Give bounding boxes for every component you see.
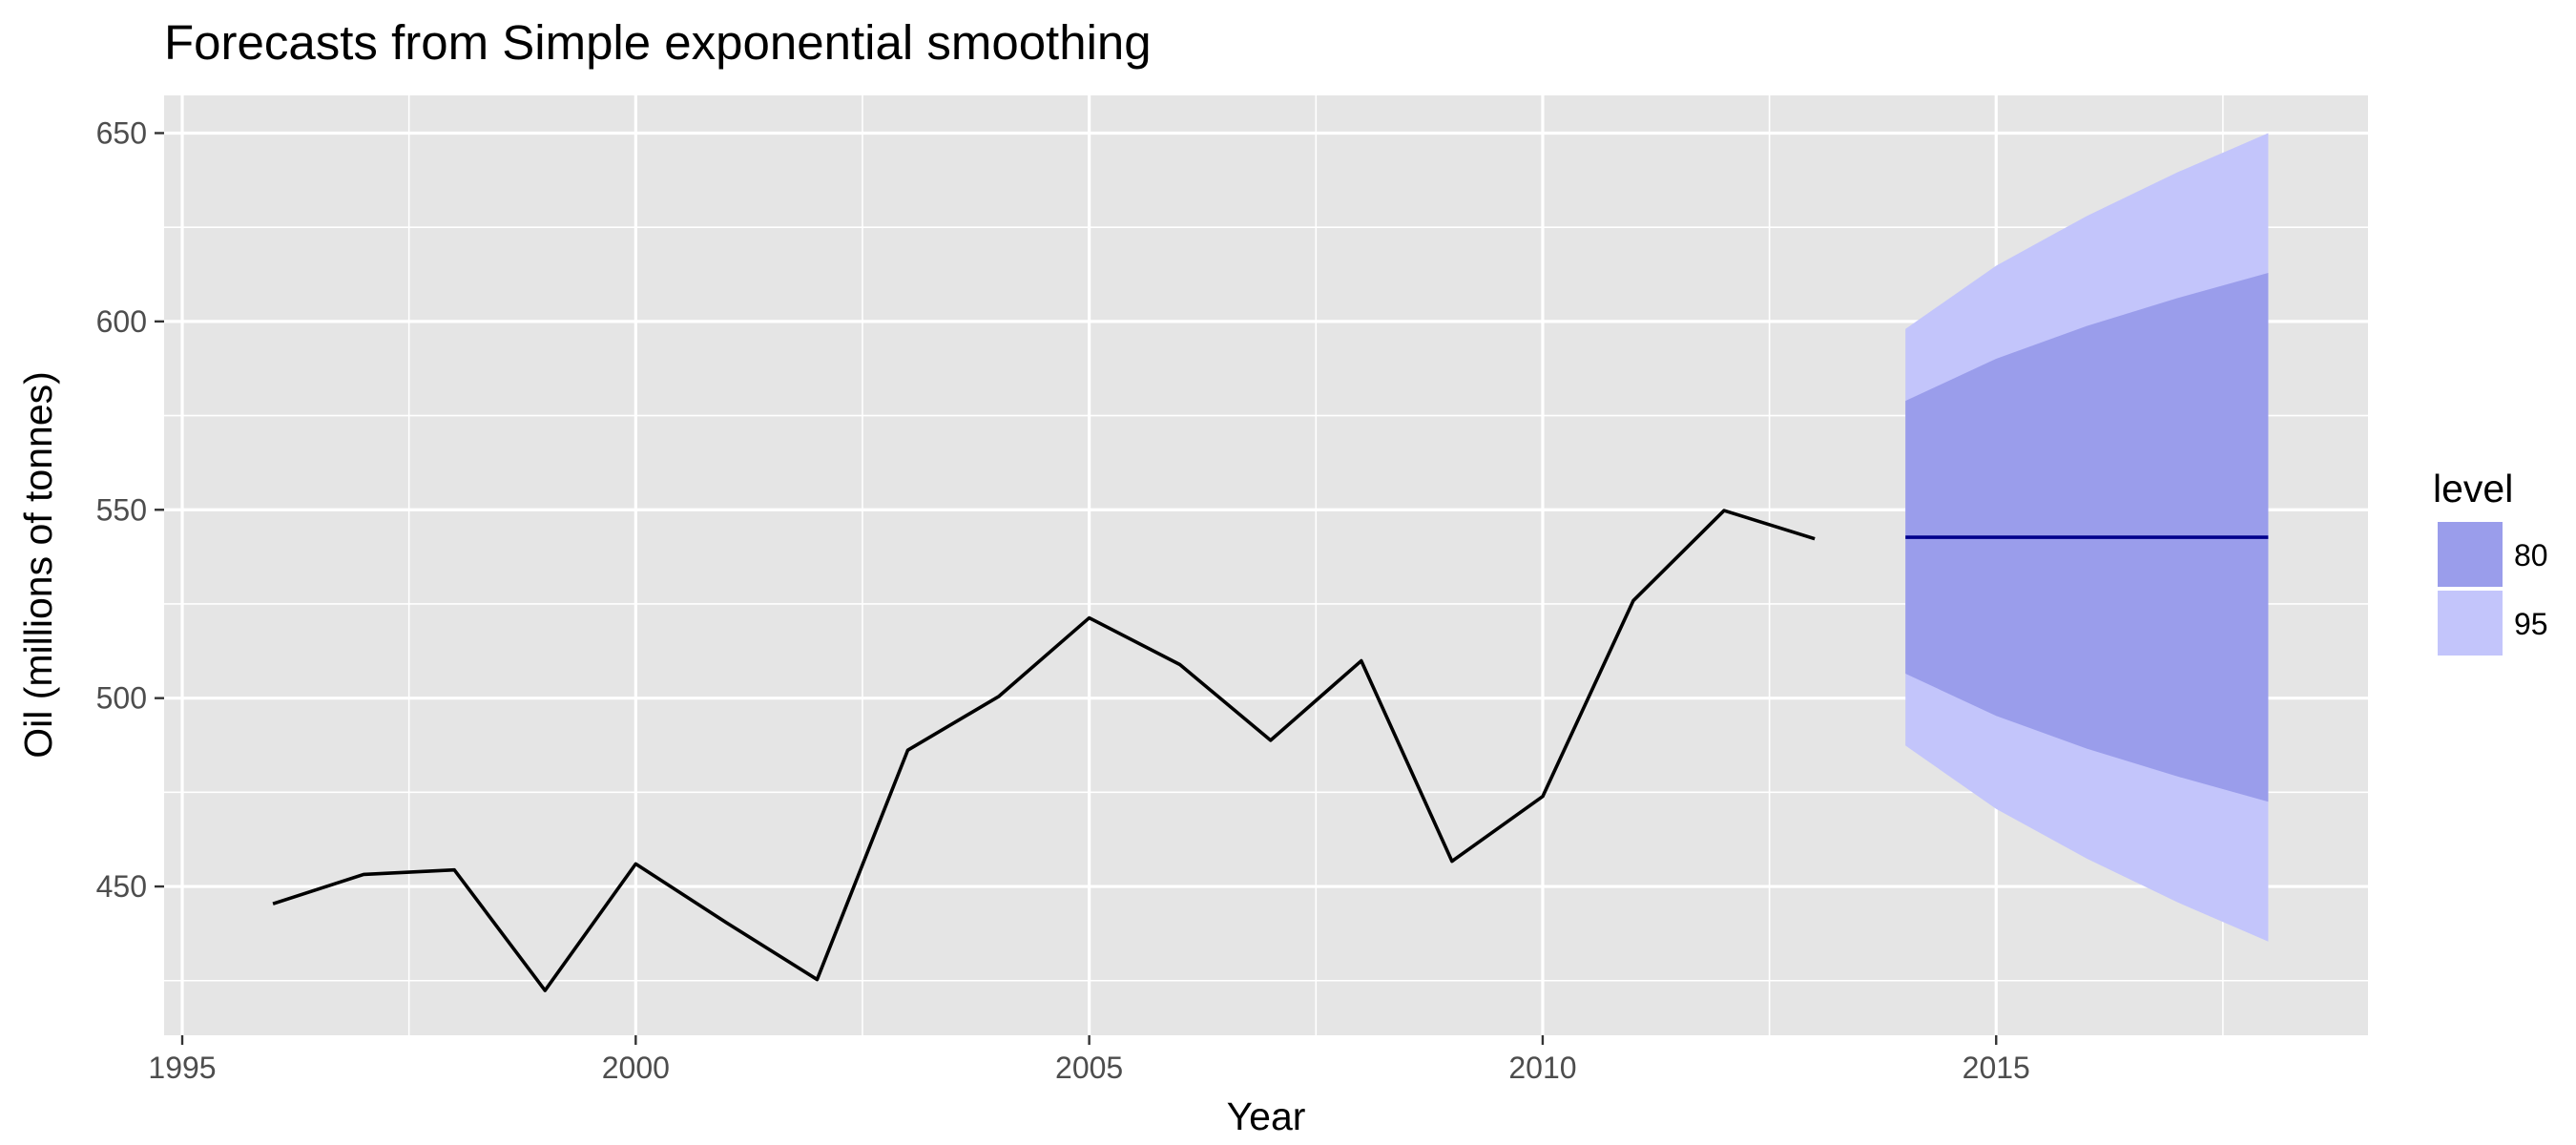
legend: level 80 95 <box>2433 467 2548 656</box>
y-tick-label-0: 450 <box>96 869 147 904</box>
legend-label-80: 80 <box>2514 538 2548 572</box>
x-tick-label-0: 1995 <box>148 1051 216 1085</box>
x-tick-label-2: 2005 <box>1055 1051 1123 1085</box>
legend-key-95 <box>2438 591 2503 656</box>
y-tick-label-4: 650 <box>96 115 147 150</box>
y-axis-title: Oil (millions of tonnes) <box>16 371 60 759</box>
x-tick-label-4: 2015 <box>1963 1051 2030 1085</box>
legend-title: level <box>2433 467 2513 510</box>
legend-key-80 <box>2438 522 2503 587</box>
y-tick-label-3: 600 <box>96 304 147 339</box>
series-line-0 <box>272 509 1816 992</box>
chart-title: Forecasts from Simple exponential smooth… <box>164 15 1152 70</box>
x-axis-title: Year <box>1227 1094 1306 1138</box>
y-tick-label-2: 550 <box>96 492 147 527</box>
x-tick-label-1: 2000 <box>602 1051 670 1085</box>
x-tick-label-3: 2010 <box>1508 1051 1576 1085</box>
legend-label-95: 95 <box>2514 607 2548 641</box>
series-lines <box>272 509 2269 992</box>
y-tick-label-1: 500 <box>96 681 147 716</box>
axes: 1995 2000 2005 2010 2015 450 500 550 600 650 <box>96 115 2030 1085</box>
